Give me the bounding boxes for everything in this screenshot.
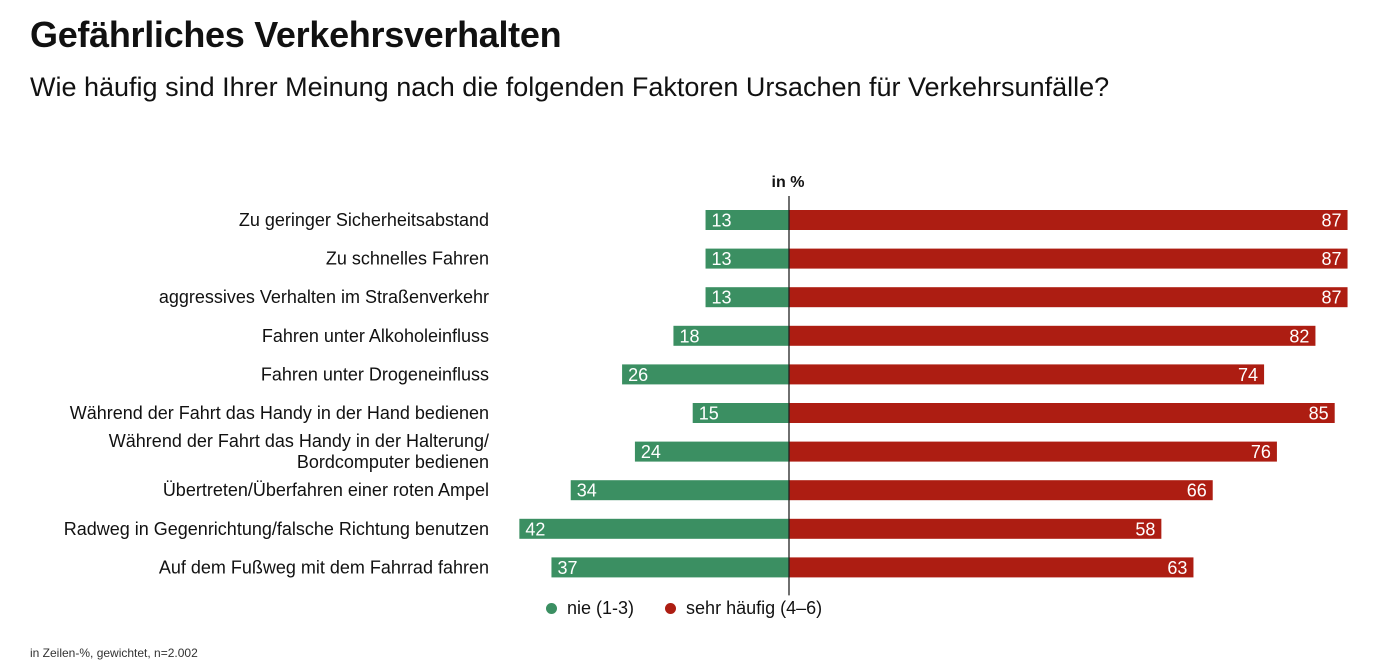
legend-item-sehr-haeufig: sehr häufig (4–6)	[665, 598, 822, 619]
footnote: in Zeilen-%, gewichtet, n=2.002	[30, 646, 198, 660]
value-label-sehr-haeufig: 85	[1309, 404, 1329, 424]
category-label: Zu schnelles Fahren	[326, 249, 489, 269]
legend-label-nie: nie (1-3)	[567, 598, 635, 618]
value-label-nie: 37	[557, 558, 577, 578]
chart-subtitle: Wie häufig sind Ihrer Meinung nach die f…	[30, 72, 1110, 102]
category-label: Fahren unter Alkoholeinfluss	[262, 326, 489, 346]
bar-sehr-haeufig	[789, 248, 1348, 269]
bar-sehr-haeufig	[789, 364, 1265, 385]
bar-sehr-haeufig	[789, 403, 1335, 423]
bar-sehr-haeufig	[789, 441, 1277, 462]
legend-label-sehr-haeufig: sehr häufig (4–6)	[686, 598, 823, 618]
value-label-nie: 13	[712, 249, 732, 269]
chart-title: Gefährliches Verkehrsverhalten	[30, 14, 562, 55]
diverging-bar-chart: Zu geringer Sicherheitsabstand 13 87 Zu sch…	[64, 196, 1348, 596]
value-label-nie: 42	[525, 519, 545, 539]
legend: nie (1-3) sehr häufig (4–6)	[546, 598, 848, 619]
category-label: Fahren unter Drogeneinfluss	[261, 364, 489, 384]
value-label-sehr-haeufig: 74	[1238, 365, 1258, 385]
bar-sehr-haeufig	[789, 557, 1194, 578]
category-label: Auf dem Fußweg mit dem Fahrrad fahren	[159, 557, 489, 577]
bar-nie	[570, 480, 789, 501]
value-label-nie: 13	[712, 211, 732, 231]
value-label-nie: 15	[699, 404, 719, 424]
value-label-sehr-haeufig: 87	[1322, 211, 1342, 231]
category-label: Radweg in Gegenrichtung/falsche Richtung…	[64, 519, 489, 539]
bar-nie	[673, 325, 789, 346]
value-label-nie: 13	[712, 288, 732, 308]
value-label-nie: 24	[641, 442, 661, 462]
bar-nie	[705, 210, 789, 230]
value-label-nie: 26	[628, 365, 648, 385]
bar-nie	[551, 557, 789, 578]
value-label-sehr-haeufig: 66	[1187, 481, 1207, 501]
bar-nie	[519, 518, 789, 539]
value-label-sehr-haeufig: 82	[1289, 326, 1309, 346]
value-label-sehr-haeufig: 87	[1322, 249, 1342, 269]
legend-item-nie: nie (1-3)	[546, 598, 634, 619]
bar-sehr-haeufig	[789, 325, 1316, 346]
category-label: Zu geringer Sicherheitsabstand	[239, 210, 489, 230]
bar-sehr-haeufig	[789, 210, 1348, 230]
legend-swatch-red	[665, 603, 677, 614]
bar-nie	[622, 364, 789, 385]
unit-label: in %	[771, 174, 805, 191]
category-label: aggressives Verhalten im Straßenverkehr	[159, 287, 489, 307]
value-label-nie: 18	[679, 326, 699, 346]
legend-swatch-green	[546, 603, 557, 614]
bar-nie	[705, 287, 789, 308]
value-label-sehr-haeufig: 76	[1251, 442, 1271, 462]
category-label: Während der Fahrt das Handy in der Halte…	[109, 431, 489, 472]
value-label-sehr-haeufig: 58	[1135, 519, 1155, 539]
bar-sehr-haeufig	[789, 518, 1162, 539]
value-label-nie: 34	[577, 481, 597, 501]
value-label-sehr-haeufig: 63	[1167, 558, 1187, 578]
category-label: Während der Fahrt das Handy in der Hand …	[70, 403, 489, 423]
bar-nie	[705, 248, 789, 269]
bar-sehr-haeufig	[789, 480, 1213, 501]
value-label-sehr-haeufig: 87	[1322, 288, 1342, 308]
bar-nie	[692, 403, 789, 423]
category-label: Übertreten/Überfahren einer roten Ampel	[163, 480, 489, 500]
bar-nie	[634, 441, 789, 462]
bar-sehr-haeufig	[789, 287, 1348, 308]
